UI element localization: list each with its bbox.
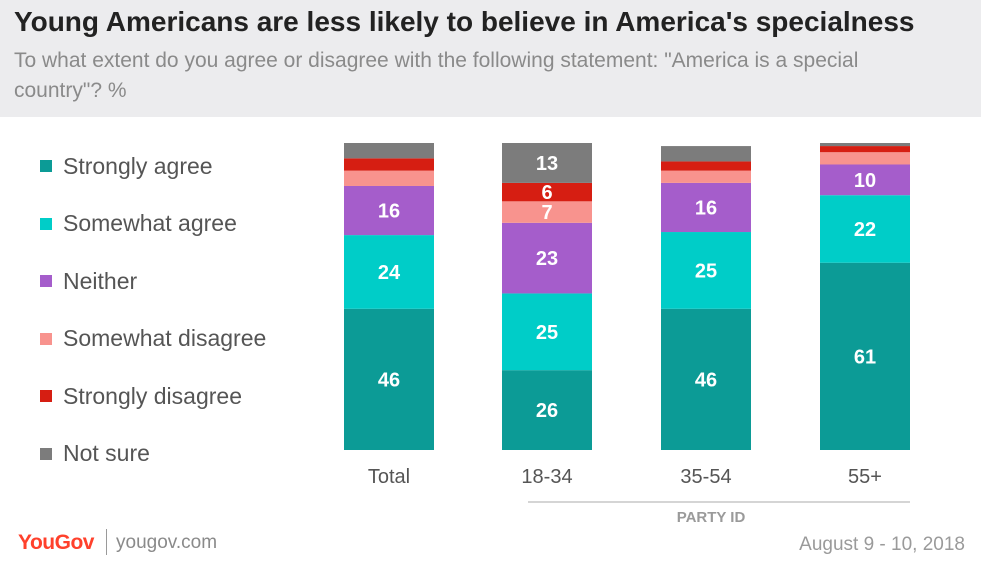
bar-segment xyxy=(661,182,751,233)
data-label: 46 xyxy=(695,369,717,391)
legend-swatch xyxy=(40,447,52,460)
chart-subtitle: To what extent do you agree or disagree … xyxy=(14,49,859,102)
data-label: 22 xyxy=(854,219,876,241)
legend-label: Not sure xyxy=(63,440,150,466)
data-label: 23 xyxy=(536,248,558,270)
bar-segment xyxy=(820,152,910,165)
chart-title: Young Americans are less likely to belie… xyxy=(14,6,915,37)
bar-segment xyxy=(820,143,910,147)
data-label: 7 xyxy=(541,202,552,224)
legend-item: Not sure xyxy=(40,439,150,469)
group-label: PARTY ID xyxy=(677,509,746,526)
yougov-logo: YouGov xyxy=(18,531,94,554)
bar-segment xyxy=(502,222,592,294)
legend-swatch xyxy=(40,275,52,287)
legend-swatch xyxy=(40,160,52,172)
bar-segment xyxy=(661,161,751,171)
legend-swatch xyxy=(40,217,52,230)
legend-swatch xyxy=(40,332,52,345)
legend-item: Strongly disagree xyxy=(40,381,242,411)
bar-segment xyxy=(344,158,434,171)
bar-segment xyxy=(502,182,592,202)
legend-label: Strongly disagree xyxy=(63,382,242,409)
bar-segment xyxy=(661,146,751,162)
data-label: 6 xyxy=(541,182,552,204)
data-label: 25 xyxy=(695,260,717,282)
bar-segment xyxy=(661,232,751,309)
legend-label: Strongly agree xyxy=(63,152,213,179)
data-label: 16 xyxy=(378,201,400,223)
survey-date: August 9 - 10, 2018 xyxy=(799,534,965,555)
bar-segment xyxy=(820,195,910,263)
bar-segment xyxy=(344,308,434,450)
category-label: 18-34 xyxy=(521,466,572,488)
data-label: 61 xyxy=(854,346,876,368)
legend-swatch xyxy=(40,390,52,402)
bar-segment xyxy=(502,201,592,223)
data-label: 46 xyxy=(378,369,400,391)
bar-segment xyxy=(820,146,910,153)
bar-segment xyxy=(502,370,592,450)
bar-segment xyxy=(661,308,751,450)
bar-segment xyxy=(502,143,592,183)
legend-item: Strongly agree xyxy=(40,151,213,181)
bar-segment xyxy=(344,235,434,309)
footer-divider xyxy=(106,529,107,555)
category-label: 55+ xyxy=(848,466,882,488)
data-label: 26 xyxy=(536,400,558,422)
data-label: 10 xyxy=(854,170,876,192)
footer-site: yougov.com xyxy=(116,532,218,553)
bar-segment xyxy=(344,143,434,159)
bar-segment xyxy=(344,185,434,236)
legend-item: Neither xyxy=(40,266,137,296)
legend-item: Somewhat disagree xyxy=(40,324,266,354)
data-label: 13 xyxy=(536,153,558,175)
legend-item: Somewhat agree xyxy=(40,209,237,239)
data-label: 16 xyxy=(695,197,717,219)
bar-segment xyxy=(344,170,434,186)
bar-segment xyxy=(502,293,592,371)
data-label: 24 xyxy=(378,262,401,284)
bar-segment xyxy=(661,170,751,183)
category-label: 35-54 xyxy=(680,466,731,488)
bar-segment xyxy=(820,262,910,450)
data-label: 25 xyxy=(536,322,558,344)
legend-label: Somewhat disagree xyxy=(63,325,267,351)
category-label: Total xyxy=(368,466,410,488)
legend-label: Neither xyxy=(63,267,138,294)
legend-label: Somewhat agree xyxy=(63,210,237,236)
header-band: Young Americans are less likely to belie… xyxy=(0,0,981,117)
bar-segment xyxy=(820,164,910,196)
